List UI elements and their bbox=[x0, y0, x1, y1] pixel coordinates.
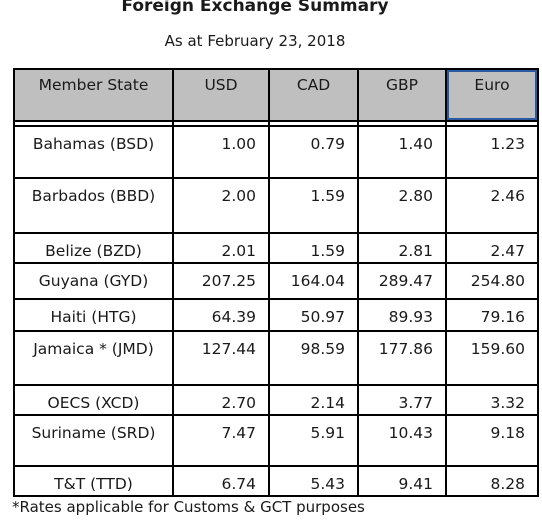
cad-rate-cell: 5.43 bbox=[268, 465, 359, 497]
table-row: Barbados (BBD) 2.00 1.59 2.80 2.46 bbox=[13, 177, 539, 234]
usd-rate-cell: 6.74 bbox=[172, 465, 270, 497]
gbp-rate-cell: 177.86 bbox=[357, 330, 447, 386]
header-gbp: GBP bbox=[357, 68, 447, 122]
table-header-row: Member State USD CAD GBP Euro bbox=[13, 68, 539, 122]
header-cad: CAD bbox=[268, 68, 359, 122]
member-state-cell: Bahamas (BSD) bbox=[13, 125, 174, 179]
cad-rate-cell: 164.04 bbox=[268, 262, 359, 300]
gbp-rate-cell: 2.81 bbox=[357, 232, 447, 264]
cad-rate-cell: 98.59 bbox=[268, 330, 359, 386]
gbp-rate-cell: 89.93 bbox=[357, 298, 447, 332]
usd-rate-cell: 2.00 bbox=[172, 177, 270, 234]
gbp-rate-cell: 1.40 bbox=[357, 125, 447, 179]
euro-rate-cell: 9.18 bbox=[445, 414, 539, 467]
euro-rate-cell: 3.32 bbox=[445, 384, 539, 416]
table-row: Guyana (GYD) 207.25 164.04 289.47 254.80 bbox=[13, 262, 539, 300]
footnote: *Rates applicable for Customs & GCT purp… bbox=[12, 498, 365, 516]
usd-rate-cell: 1.00 bbox=[172, 125, 270, 179]
cad-rate-cell: 1.59 bbox=[268, 232, 359, 264]
member-state-cell: Jamaica * (JMD) bbox=[13, 330, 174, 386]
header-spacer bbox=[13, 120, 539, 126]
member-state-cell: T&T (TTD) bbox=[13, 465, 174, 497]
header-euro: Euro bbox=[445, 68, 539, 122]
euro-rate-cell: 2.46 bbox=[445, 177, 539, 234]
cad-rate-cell: 1.59 bbox=[268, 177, 359, 234]
header-member-state: Member State bbox=[13, 68, 174, 122]
euro-rate-cell: 79.16 bbox=[445, 298, 539, 332]
table-row: Haiti (HTG) 64.39 50.97 89.93 79.16 bbox=[13, 298, 539, 332]
usd-rate-cell: 207.25 bbox=[172, 262, 270, 300]
document-title: Foreign Exchange Summary bbox=[121, 0, 389, 16]
usd-rate-cell: 127.44 bbox=[172, 330, 270, 386]
member-state-cell: Suriname (SRD) bbox=[13, 414, 174, 467]
gbp-rate-cell: 9.41 bbox=[357, 465, 447, 497]
exchange-rate-table: Member State USD CAD GBP Euro Bahamas (B… bbox=[13, 68, 539, 497]
document-date: As at February 23, 2018 bbox=[164, 32, 346, 50]
euro-rate-cell: 159.60 bbox=[445, 330, 539, 386]
table-row: OECS (XCD) 2.70 2.14 3.77 3.32 bbox=[13, 384, 539, 416]
header-usd: USD bbox=[172, 68, 270, 122]
euro-rate-cell: 254.80 bbox=[445, 262, 539, 300]
member-state-cell: OECS (XCD) bbox=[13, 384, 174, 416]
euro-rate-cell: 8.28 bbox=[445, 465, 539, 497]
table-row: Suriname (SRD) 7.47 5.91 10.43 9.18 bbox=[13, 414, 539, 467]
member-state-cell: Barbados (BBD) bbox=[13, 177, 174, 234]
euro-rate-cell: 2.47 bbox=[445, 232, 539, 264]
cad-rate-cell: 2.14 bbox=[268, 384, 359, 416]
gbp-rate-cell: 3.77 bbox=[357, 384, 447, 416]
usd-rate-cell: 7.47 bbox=[172, 414, 270, 467]
cad-rate-cell: 5.91 bbox=[268, 414, 359, 467]
table-row: Belize (BZD) 2.01 1.59 2.81 2.47 bbox=[13, 232, 539, 264]
gbp-rate-cell: 289.47 bbox=[357, 262, 447, 300]
usd-rate-cell: 2.70 bbox=[172, 384, 270, 416]
member-state-cell: Haiti (HTG) bbox=[13, 298, 174, 332]
usd-rate-cell: 2.01 bbox=[172, 232, 270, 264]
table-row: T&T (TTD) 6.74 5.43 9.41 8.28 bbox=[13, 465, 539, 497]
gbp-rate-cell: 2.80 bbox=[357, 177, 447, 234]
cad-rate-cell: 0.79 bbox=[268, 125, 359, 179]
usd-rate-cell: 64.39 bbox=[172, 298, 270, 332]
cad-rate-cell: 50.97 bbox=[268, 298, 359, 332]
member-state-cell: Belize (BZD) bbox=[13, 232, 174, 264]
member-state-cell: Guyana (GYD) bbox=[13, 262, 174, 300]
gbp-rate-cell: 10.43 bbox=[357, 414, 447, 467]
table-row: Bahamas (BSD) 1.00 0.79 1.40 1.23 bbox=[13, 125, 539, 179]
table-row: Jamaica * (JMD) 127.44 98.59 177.86 159.… bbox=[13, 330, 539, 386]
euro-rate-cell: 1.23 bbox=[445, 125, 539, 179]
